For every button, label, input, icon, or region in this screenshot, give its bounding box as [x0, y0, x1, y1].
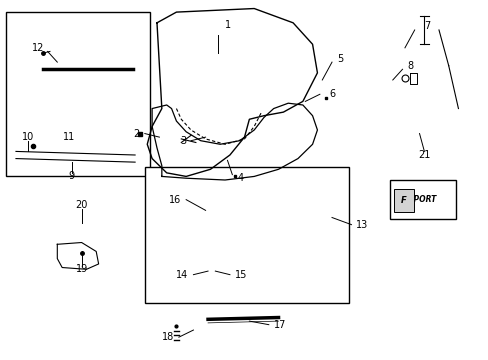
Text: 1: 1	[224, 19, 231, 30]
Bar	[393, 189, 413, 212]
Text: 19: 19	[75, 264, 87, 274]
Text: 16: 16	[169, 195, 181, 204]
Text: 5: 5	[336, 54, 343, 64]
Text: SPORT: SPORT	[408, 195, 436, 204]
Text: 18: 18	[162, 332, 174, 342]
Text: 12: 12	[32, 43, 44, 53]
Text: F: F	[400, 196, 406, 205]
Text: 21: 21	[417, 150, 430, 160]
Text: 13: 13	[356, 220, 368, 230]
Text: 14: 14	[176, 270, 188, 280]
Bar	[6, 12, 149, 176]
Text: 20: 20	[75, 200, 88, 210]
Text: 17: 17	[273, 320, 285, 330]
Text: 9: 9	[69, 171, 75, 181]
Text: 15: 15	[234, 270, 246, 280]
Text: 7: 7	[424, 21, 430, 31]
Text: 2: 2	[133, 129, 140, 139]
Text: 10: 10	[22, 132, 34, 142]
Text: 4: 4	[237, 173, 243, 183]
Text: 3: 3	[180, 136, 186, 146]
Bar	[144, 167, 348, 303]
Text: 11: 11	[63, 132, 76, 142]
Text: 8: 8	[407, 61, 413, 71]
Text: 6: 6	[329, 89, 335, 99]
Bar	[389, 180, 455, 219]
